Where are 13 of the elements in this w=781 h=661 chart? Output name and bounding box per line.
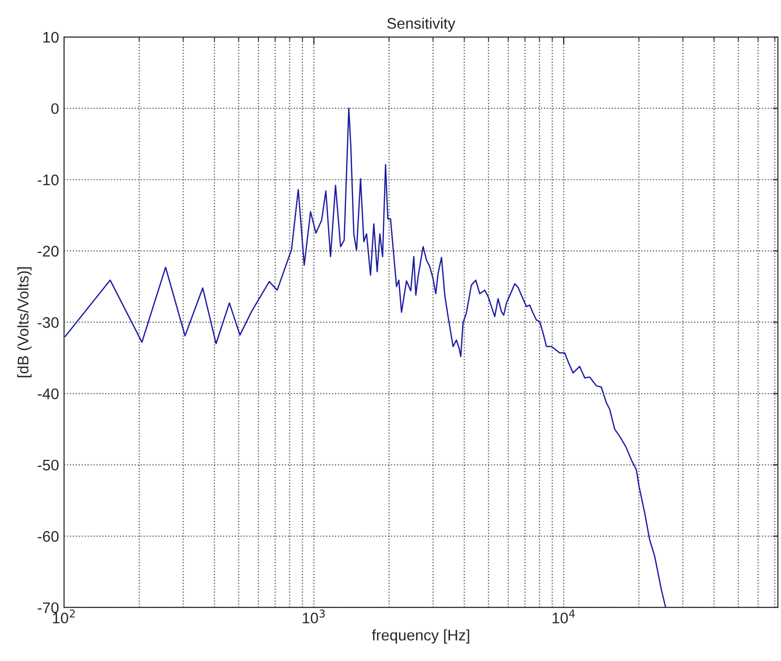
y-tick-label: -40: [38, 388, 59, 400]
y-tick-label: -20: [38, 246, 59, 257]
y-tick-label: -50: [38, 460, 59, 471]
x-tick-label: 10$^{4}$: [552, 610, 575, 624]
chart-title: Sensitivity: [387, 18, 456, 32]
y-tick-label: 10: [43, 32, 59, 43]
x-axis-title: frequency [Hz]: [372, 629, 470, 644]
y-tick-label: 0: [51, 103, 59, 114]
y-tick-label: -10: [38, 174, 59, 186]
y-axis-title: [dB (Volts/Volts)]: [17, 267, 32, 378]
y-tick-label: -60: [38, 531, 59, 542]
y-tick-label: -30: [38, 317, 59, 328]
x-tick-label: 10$^{3}$: [302, 609, 325, 624]
